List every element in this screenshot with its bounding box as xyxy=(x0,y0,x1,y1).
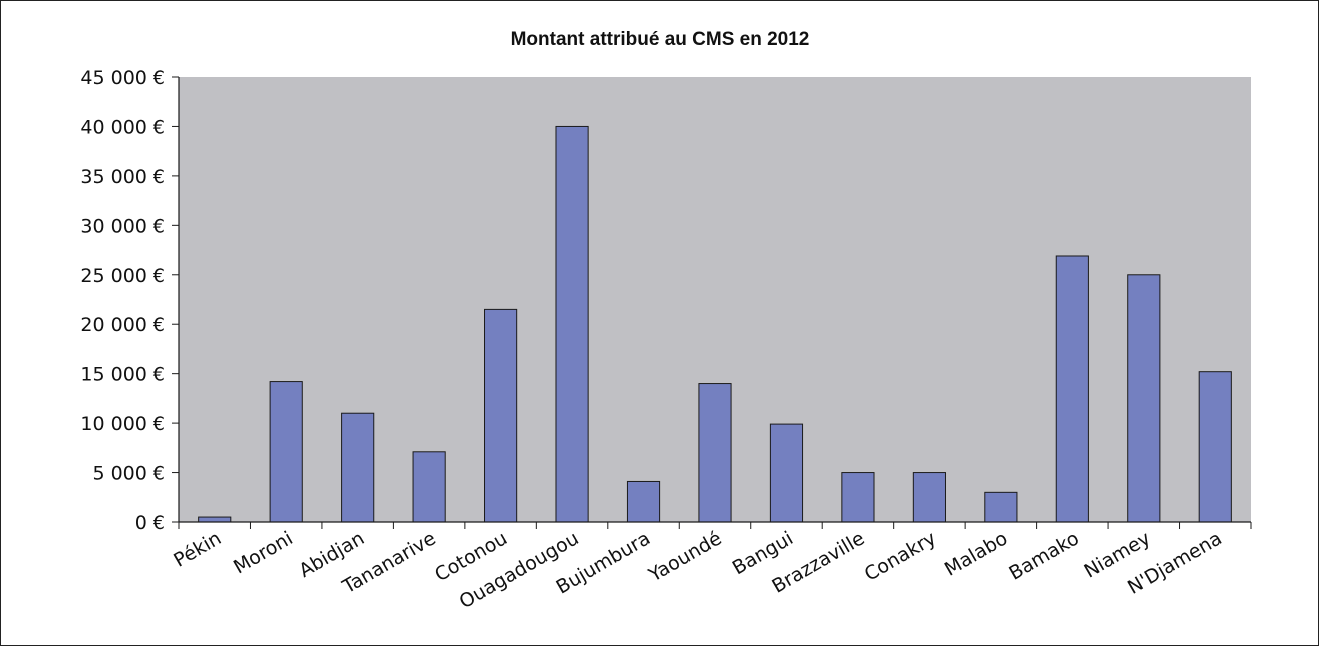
y-tick-label: 25 000 € xyxy=(80,265,165,287)
bar-9 xyxy=(769,423,804,523)
bar-13 xyxy=(1055,255,1089,523)
x-tick-label: Conakry xyxy=(861,527,940,585)
bars-layer xyxy=(198,125,1232,523)
bar-12 xyxy=(984,491,1018,523)
y-tick-label: 30 000 € xyxy=(80,215,165,237)
x-tick-label: Bamako xyxy=(1005,527,1082,584)
bar-2 xyxy=(269,381,303,523)
x-tick-label: Moroni xyxy=(230,527,297,578)
bar-1 xyxy=(198,516,232,523)
bar-7 xyxy=(626,480,661,523)
bar-10 xyxy=(841,472,875,523)
y-tick-label: 5 000 € xyxy=(92,463,165,485)
chart-title: Montant attribué au CMS en 2012 xyxy=(511,29,810,50)
bar-6 xyxy=(555,125,589,523)
x-tick-label: Pékin xyxy=(170,527,225,571)
x-tick-label: Malabo xyxy=(941,527,1011,580)
axis-layer xyxy=(178,77,1251,523)
bar-3 xyxy=(341,412,375,523)
y-tick-label: 10 000 € xyxy=(80,413,165,435)
y-axis-ticks: 0 € 5 000 € 10 000 € 15 000 € 20 000 € 25 000… xyxy=(80,67,179,534)
bar-4 xyxy=(412,451,446,523)
x-tick-label: Ouagadougou xyxy=(456,527,583,613)
y-tick-label: 40 000 € xyxy=(80,116,165,138)
bar-11 xyxy=(912,472,946,523)
y-tick-label: 20 000 € xyxy=(80,314,165,336)
x-axis-ticks: Pékin MoroniAbidjanTananariveCotonouOuaga… xyxy=(170,522,1252,613)
y-tick-label: 15 000 € xyxy=(80,364,165,386)
x-tick-label: Yaoundé xyxy=(644,527,725,587)
bar-15 xyxy=(1198,371,1232,523)
y-tick-label: 35 000 € xyxy=(80,166,165,188)
y-tick-label: 0 € xyxy=(135,512,165,534)
bar-8 xyxy=(698,383,732,523)
bar-5 xyxy=(484,308,518,523)
bar-14 xyxy=(1127,274,1161,523)
y-tick-label: 45 000 € xyxy=(80,67,165,89)
